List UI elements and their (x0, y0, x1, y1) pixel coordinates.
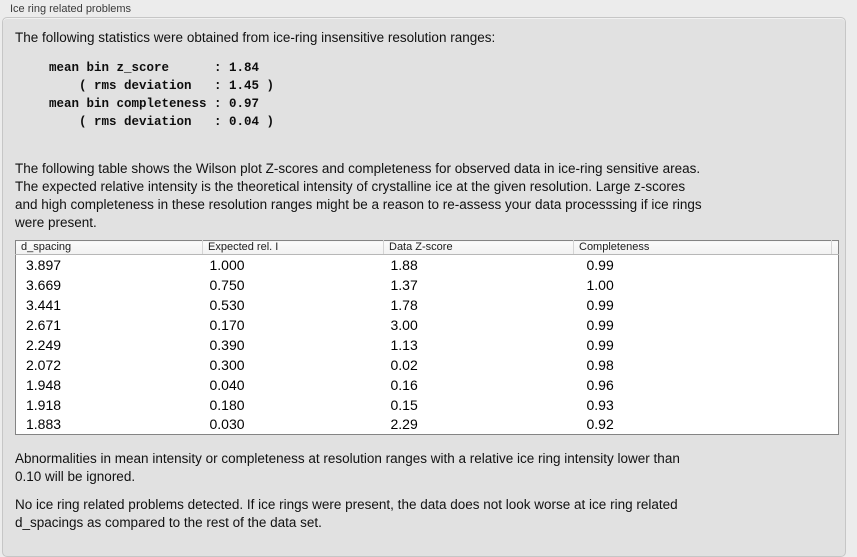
section-title: Ice ring related problems (10, 3, 132, 15)
table-body: 3.897 1.000 1.88 0.99 3.669 0.750 1.37 1.00 3.44… (16, 255, 839, 435)
table-row[interactable]: 1.948 0.040 0.16 0.96 (16, 375, 839, 395)
table-cell: 0.99 (586, 316, 614, 333)
table-cell: 0.98 (586, 356, 614, 373)
table-cell: 1.00 (586, 276, 614, 293)
intro-text: The following statistics were obtained f… (15, 30, 496, 45)
table-cell-empty (832, 415, 839, 435)
table-cell: 0.96 (586, 376, 614, 393)
table-cell-empty (832, 315, 839, 335)
table-cell: 0.15 (390, 396, 418, 413)
stats-block: mean bin z_score : 1.84 ( rms deviation … (49, 61, 275, 129)
table-cell-empty (832, 335, 839, 355)
table-cell: 0.040 (209, 376, 245, 393)
table-cell: 0.300 (209, 356, 245, 373)
table-cell: 0.170 (209, 316, 245, 333)
table-cell: 1.000 (209, 256, 245, 273)
table-intro-text: The following table shows the Wilson plo… (15, 161, 702, 230)
table-cell-empty (832, 395, 839, 415)
table-cell: 2.072 (26, 356, 62, 373)
table-cell-empty (832, 375, 839, 395)
column-header-empty (831, 240, 839, 255)
column-header-d-spacing[interactable]: d_spacing (15, 240, 203, 255)
ice-ring-table: d_spacing Expected rel. I Data Z-score Comp… (15, 240, 839, 435)
table-row[interactable]: 2.671 0.170 3.00 0.99 (16, 315, 839, 335)
table-cell: 0.92 (586, 416, 614, 433)
table-cell: 1.78 (390, 296, 418, 313)
table-cell: 1.13 (390, 336, 418, 353)
table-cell: 3.897 (26, 256, 62, 273)
column-header-expected-rel-i[interactable]: Expected rel. I (202, 240, 384, 255)
column-header-data-z-score[interactable]: Data Z-score (383, 240, 574, 255)
table-cell: 1.88 (390, 256, 418, 273)
table-cell: 0.99 (586, 296, 614, 313)
table-cell-empty (832, 355, 839, 375)
table-cell: 0.530 (209, 296, 245, 313)
table-cell-empty (832, 275, 839, 295)
table-cell: 0.390 (209, 336, 245, 353)
table-row[interactable]: 2.249 0.390 1.13 0.99 (16, 335, 839, 355)
table-cell: 0.750 (209, 276, 245, 293)
table-cell: 3.441 (26, 296, 62, 313)
table-cell: 2.29 (390, 416, 418, 433)
table-row[interactable]: 3.897 1.000 1.88 0.99 (16, 255, 839, 275)
column-header-completeness[interactable]: Completeness (573, 240, 832, 255)
table-row[interactable]: 2.072 0.300 0.02 0.98 (16, 355, 839, 375)
table-cell: 0.99 (586, 256, 614, 273)
table-cell: 0.180 (209, 396, 245, 413)
table-cell: 1.918 (26, 396, 62, 413)
footnote-text: Abnormalities in mean intensity or compl… (15, 451, 680, 484)
table-cell-empty (832, 255, 839, 275)
table-cell: 0.02 (390, 356, 418, 373)
table-row[interactable]: 3.441 0.530 1.78 0.99 (16, 295, 839, 315)
table-cell: 1.948 (26, 376, 62, 393)
table-row[interactable]: 1.883 0.030 2.29 0.92 (16, 415, 839, 435)
table-row[interactable]: 3.669 0.750 1.37 1.00 (16, 275, 839, 295)
table-cell: 0.16 (390, 376, 418, 393)
table-row[interactable]: 1.918 0.180 0.15 0.93 (16, 395, 839, 415)
report-screen: { "window": { "title": "Ice ring related… (2, 3, 846, 557)
table-cell: 0.99 (586, 336, 614, 353)
table-cell: 3.00 (390, 316, 418, 333)
table-cell: 0.030 (209, 416, 245, 433)
ice-ring-panel: The following statistics were obtained f… (2, 17, 846, 557)
table-cell: 2.671 (26, 316, 62, 333)
table-cell: 3.669 (26, 276, 62, 293)
table-cell: 2.249 (26, 336, 62, 353)
table-cell: 0.93 (586, 396, 614, 413)
table-cell: 1.37 (390, 276, 418, 293)
table-cell: 1.883 (26, 416, 62, 433)
table-cell-empty (832, 295, 839, 315)
table-header-row: d_spacing Expected rel. I Data Z-score Comp… (15, 240, 839, 255)
table-header: d_spacing Expected rel. I Data Z-score Comp… (15, 240, 839, 255)
conclusion-text: No ice ring related problems detected. I… (15, 497, 678, 530)
